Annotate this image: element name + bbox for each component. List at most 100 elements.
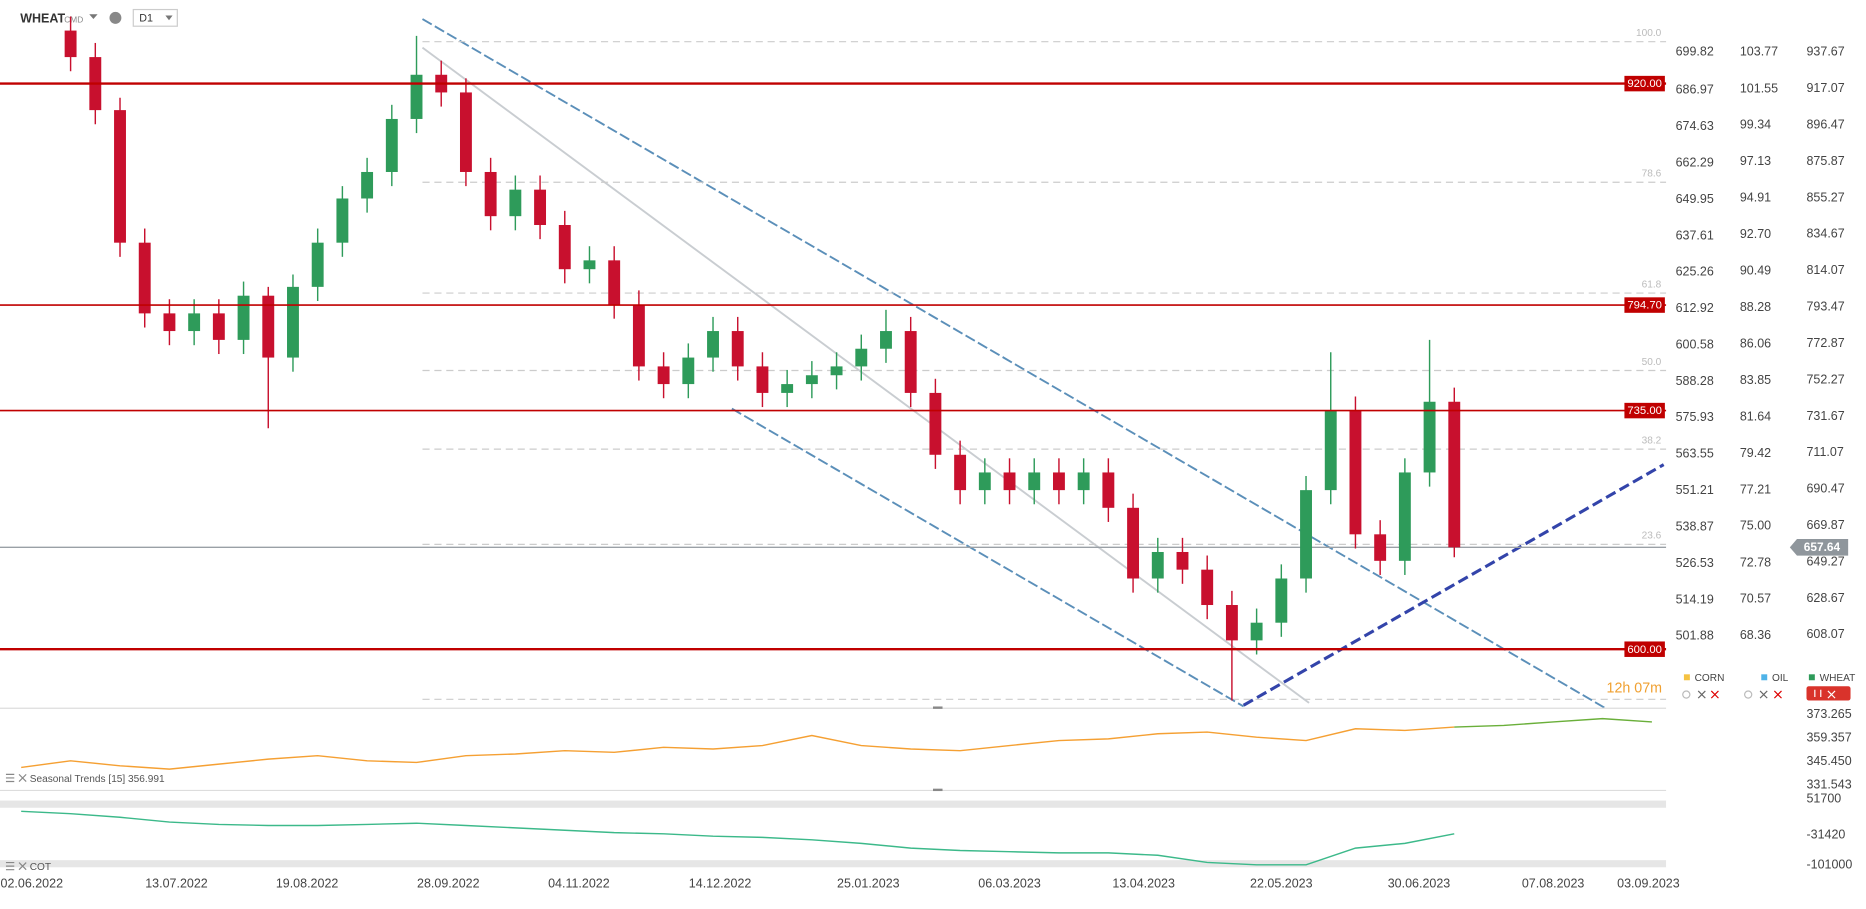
candle-body	[1003, 472, 1016, 491]
y-tick-label: 90.49	[1740, 263, 1771, 277]
candle-body	[1250, 622, 1263, 641]
candle-body	[188, 313, 201, 332]
level-label: 600.00	[1627, 644, 1662, 656]
y-tick-label: 711.07	[1806, 445, 1843, 459]
candle-body	[707, 331, 719, 358]
y-tick-label: 359.357	[1806, 731, 1851, 745]
y-tick-label: 608.07	[1806, 627, 1844, 641]
x-tick-label: 19.08.2022	[276, 876, 339, 890]
candle-body	[410, 74, 423, 119]
y-tick-label: 373.265	[1806, 707, 1851, 721]
candle-body	[1374, 534, 1387, 561]
close-icon[interactable]	[18, 862, 27, 871]
x-tick-label: 13.07.2022	[145, 876, 208, 890]
y-tick-label: 99.34	[1740, 118, 1771, 132]
y-tick-label: 875.87	[1806, 154, 1844, 168]
fib-label: 23.6	[1642, 531, 1662, 542]
candle-body	[1077, 472, 1090, 491]
order-icon[interactable]	[1759, 690, 1768, 699]
y-tick-label: 662.29	[1676, 155, 1714, 169]
y-tick-label: 649.27	[1806, 554, 1844, 568]
y-tick-label: 68.36	[1740, 628, 1771, 642]
y-tick-label: 637.61	[1676, 228, 1714, 242]
y-tick-label: 625.26	[1676, 265, 1714, 279]
info-icon[interactable]	[109, 11, 122, 24]
fib-label: 78.6	[1642, 169, 1662, 180]
remove-icon[interactable]	[1710, 690, 1719, 699]
candle-body	[855, 348, 868, 367]
x-tick-label: 13.04.2023	[1112, 876, 1175, 890]
candle-body	[385, 118, 398, 172]
y-tick-label: -101000	[1806, 857, 1852, 871]
remove-icon[interactable]	[1773, 690, 1782, 699]
active-controls[interactable]	[1806, 686, 1851, 701]
candle-body	[1052, 472, 1065, 491]
level-label-box	[1624, 641, 1665, 657]
candle-body	[880, 331, 892, 349]
seasonal-title: Seasonal Trends [15] 356.991	[30, 774, 165, 785]
order-icon[interactable]	[1697, 690, 1706, 699]
timeframe-select[interactable]	[132, 8, 178, 27]
candle-body	[534, 189, 547, 226]
menu-icon[interactable]	[5, 773, 15, 783]
y-tick-label: 563.55	[1676, 447, 1714, 461]
candle-body	[1201, 569, 1214, 606]
y-tick-label: 628.67	[1806, 591, 1844, 605]
last-price-label: 657.64	[1804, 540, 1841, 554]
y-tick-label: 331.543	[1806, 777, 1851, 791]
support-line[interactable]	[1242, 463, 1665, 707]
scroll-bar[interactable]	[0, 860, 1667, 868]
y-tick-label: 855.27	[1806, 190, 1844, 204]
visibility-icon[interactable]	[1682, 690, 1691, 699]
candle-body	[311, 242, 324, 287]
symbol-dropdown[interactable]	[89, 14, 98, 20]
candle-body	[287, 286, 299, 358]
candle-body	[212, 313, 225, 340]
resize-handle[interactable]	[933, 788, 943, 792]
legend-label: WHEAT	[1820, 673, 1856, 684]
y-tick-label: 674.63	[1676, 119, 1714, 133]
timeframe: D1	[139, 12, 153, 24]
y-tick-label: 686.97	[1676, 83, 1714, 97]
candle-body	[954, 454, 967, 491]
candle-body	[1324, 410, 1337, 491]
panel-icons	[5, 773, 27, 871]
candle-body	[1102, 472, 1115, 508]
scroll-bar[interactable]	[0, 800, 1667, 808]
candle-body	[459, 92, 472, 172]
y-tick-label: 834.67	[1806, 227, 1844, 241]
x-tick-label: 07.08.2023	[1522, 876, 1585, 890]
y-tick-label: 649.95	[1676, 192, 1714, 206]
y-tick-label: 92.70	[1740, 227, 1771, 241]
y-tick-label: 772.87	[1806, 336, 1844, 350]
candle-body	[583, 260, 596, 270]
candle-body	[731, 331, 744, 367]
market: CMD	[64, 14, 83, 24]
visibility-icon[interactable]	[1744, 690, 1753, 699]
y-tick-label: 70.57	[1740, 592, 1771, 606]
seasonal-line	[1454, 717, 1652, 728]
fib-label: 38.2	[1642, 435, 1662, 446]
candle-body	[138, 242, 151, 314]
close-icon[interactable]	[18, 773, 27, 782]
trendline[interactable]	[731, 407, 1245, 708]
candle-body	[1176, 551, 1189, 570]
y-tick-label: 699.82	[1676, 45, 1714, 59]
candle-body	[1448, 401, 1461, 548]
x-tick-label: 30.06.2023	[1388, 876, 1451, 890]
resize-handle[interactable]	[933, 706, 943, 709]
legend-swatch	[1808, 674, 1815, 681]
candle-body	[64, 30, 77, 58]
candle-body	[929, 392, 942, 455]
legend-label: CORN	[1695, 673, 1725, 684]
candle-body	[558, 225, 571, 270]
y-tick-label: 81.64	[1740, 409, 1771, 423]
menu-icon[interactable]	[5, 861, 15, 871]
y-tick-label: 538.87	[1676, 520, 1714, 534]
candle-body	[1423, 401, 1436, 473]
candle-body	[509, 189, 522, 217]
y-tick-label: 575.93	[1676, 410, 1714, 424]
level-label-box	[1624, 402, 1665, 419]
candle-body	[1275, 578, 1288, 623]
trendline[interactable]	[421, 46, 1310, 704]
